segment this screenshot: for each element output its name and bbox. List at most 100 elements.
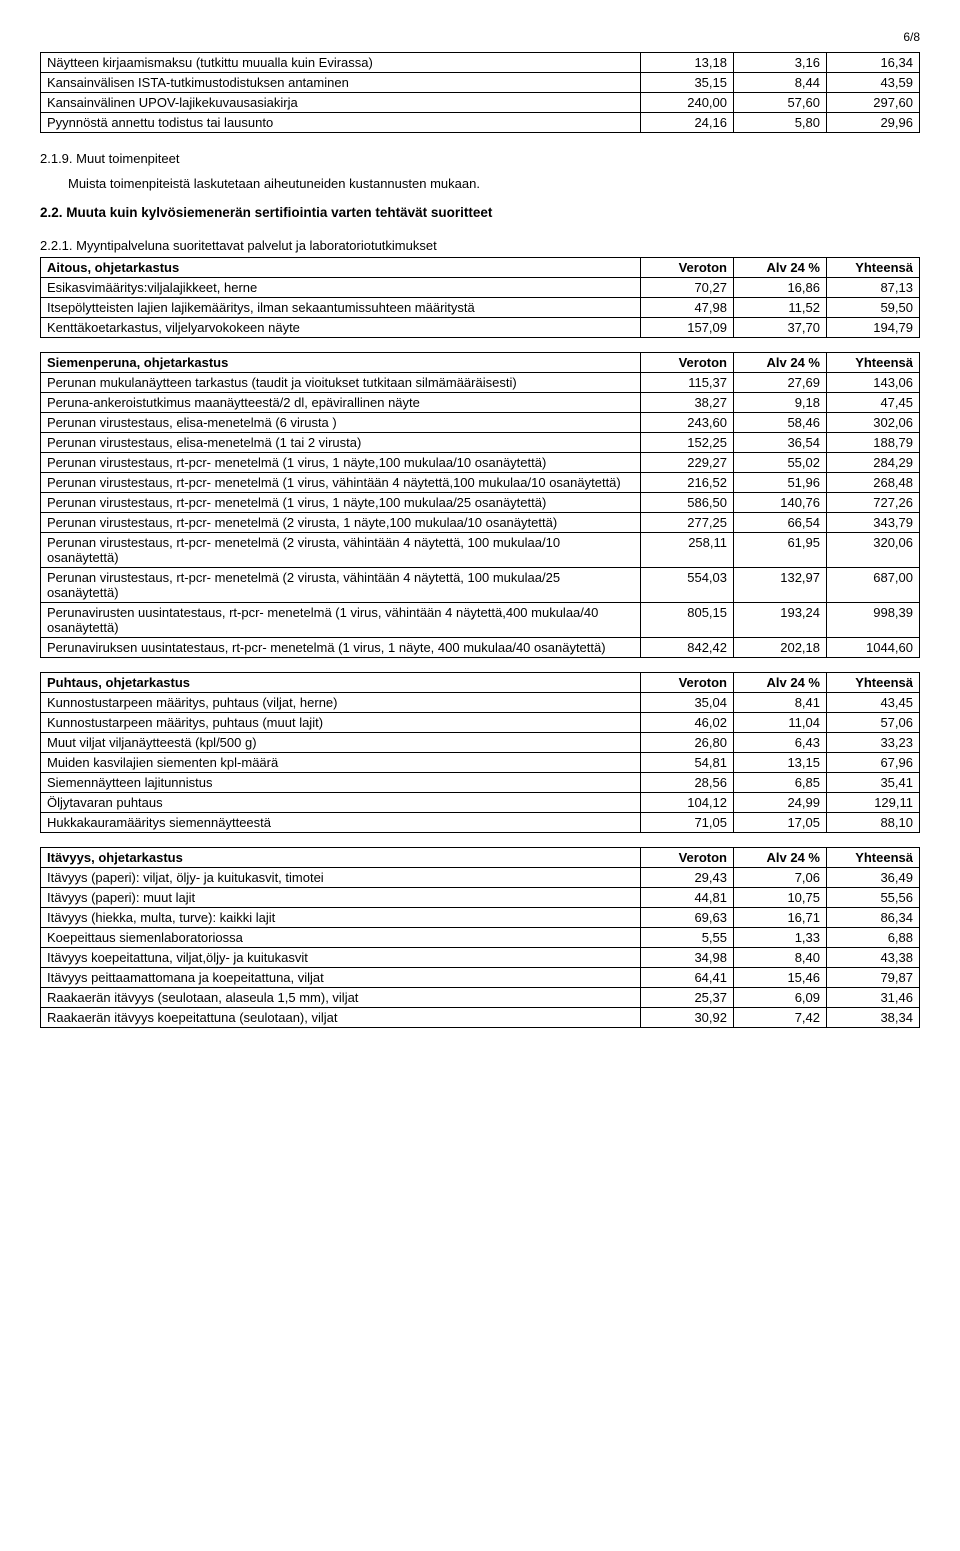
row-value: 30,92 [641, 1008, 734, 1028]
row-desc: Muut viljat viljanäytteestä (kpl/500 g) [41, 733, 641, 753]
row-value: 64,41 [641, 968, 734, 988]
row-value: 284,29 [827, 453, 920, 473]
row-value: 9,18 [734, 393, 827, 413]
row-value: 193,24 [734, 603, 827, 638]
table-row: Perunan virustestaus, rt-pcr- menetelmä … [41, 453, 920, 473]
table-row: Näytteen kirjaamismaksu (tutkittu muuall… [41, 53, 920, 73]
row-value: 58,46 [734, 413, 827, 433]
row-value: 36,49 [827, 868, 920, 888]
row-value: 277,25 [641, 513, 734, 533]
col-yht: Yhteensä [827, 353, 920, 373]
row-value: 70,27 [641, 278, 734, 298]
siemenperuna-title: Siemenperuna, ohjetarkastus [41, 353, 641, 373]
table-row: Perunan virustestaus, rt-pcr- menetelmä … [41, 473, 920, 493]
row-value: 38,34 [827, 1008, 920, 1028]
row-desc: Perunan virustestaus, elisa-menetelmä (6… [41, 413, 641, 433]
row-desc: Kunnostustarpeen määritys, puhtaus (muut… [41, 713, 641, 733]
row-value: 805,15 [641, 603, 734, 638]
col-alv: Alv 24 % [734, 673, 827, 693]
row-value: 37,70 [734, 318, 827, 338]
itavyys-title: Itävyys, ohjetarkastus [41, 848, 641, 868]
row-desc: Itävyys (paperi): viljat, öljy- ja kuitu… [41, 868, 641, 888]
row-value: 1044,60 [827, 638, 920, 658]
row-desc: Siemennäytteen lajitunnistus [41, 773, 641, 793]
row-value: 3,16 [734, 53, 827, 73]
row-desc: Kansainvälinen UPOV-lajikekuvausasiakirj… [41, 93, 641, 113]
intro-table: Näytteen kirjaamismaksu (tutkittu muuall… [40, 52, 920, 133]
row-desc: Kenttäkoetarkastus, viljelyarvokokeen nä… [41, 318, 641, 338]
table-row: Perunan virustestaus, rt-pcr- menetelmä … [41, 568, 920, 603]
row-value: 140,76 [734, 493, 827, 513]
table-row: Kansainvälisen ISTA-tutkimustodistuksen … [41, 73, 920, 93]
row-value: 240,00 [641, 93, 734, 113]
table-row: Peruna-ankeroistutkimus maanäytteestä/2 … [41, 393, 920, 413]
table-row: Siemennäytteen lajitunnistus28,566,8535,… [41, 773, 920, 793]
aitous-table: Aitous, ohjetarkastus Veroton Alv 24 % Y… [40, 257, 920, 338]
table-row: Perunan virustestaus, rt-pcr- menetelmä … [41, 513, 920, 533]
row-desc: Peruna-ankeroistutkimus maanäytteestä/2 … [41, 393, 641, 413]
row-value: 13,15 [734, 753, 827, 773]
table-row: Perunan mukulanäytteen tarkastus (taudit… [41, 373, 920, 393]
row-value: 8,40 [734, 948, 827, 968]
row-value: 88,10 [827, 813, 920, 833]
row-value: 43,38 [827, 948, 920, 968]
row-value: 6,88 [827, 928, 920, 948]
itavyys-table: Itävyys, ohjetarkastus Veroton Alv 24 % … [40, 847, 920, 1028]
table-row: Hukkakauramääritys siemennäytteestä71,05… [41, 813, 920, 833]
row-value: 29,43 [641, 868, 734, 888]
table-row: Itävyys (paperi): viljat, öljy- ja kuitu… [41, 868, 920, 888]
row-desc: Perunan virustestaus, rt-pcr- menetelmä … [41, 513, 641, 533]
col-alv: Alv 24 % [734, 353, 827, 373]
row-value: 57,06 [827, 713, 920, 733]
table-row: Muut viljat viljanäytteestä (kpl/500 g)2… [41, 733, 920, 753]
row-value: 31,46 [827, 988, 920, 1008]
row-value: 129,11 [827, 793, 920, 813]
table-row: Itävyys peittaamattomana ja koepeitattun… [41, 968, 920, 988]
row-value: 998,39 [827, 603, 920, 638]
row-desc: Koepeittaus siemenlaboratoriossa [41, 928, 641, 948]
row-value: 5,80 [734, 113, 827, 133]
row-desc: Perunaviruksen uusintatestaus, rt-pcr- m… [41, 638, 641, 658]
row-value: 7,06 [734, 868, 827, 888]
row-value: 47,45 [827, 393, 920, 413]
col-yht: Yhteensä [827, 673, 920, 693]
col-veroton: Veroton [641, 848, 734, 868]
row-value: 320,06 [827, 533, 920, 568]
table-row: Koepeittaus siemenlaboratoriossa5,551,33… [41, 928, 920, 948]
row-value: 11,04 [734, 713, 827, 733]
row-value: 229,27 [641, 453, 734, 473]
row-value: 115,37 [641, 373, 734, 393]
table-row: Itävyys (hiekka, multa, turve): kaikki l… [41, 908, 920, 928]
row-value: 202,18 [734, 638, 827, 658]
row-desc: Perunan virustestaus, rt-pcr- menetelmä … [41, 533, 641, 568]
row-value: 54,81 [641, 753, 734, 773]
table-row: Kunnostustarpeen määritys, puhtaus (vilj… [41, 693, 920, 713]
row-value: 8,41 [734, 693, 827, 713]
row-value: 47,98 [641, 298, 734, 318]
row-desc: Itsepölytteisten lajien lajikemääritys, … [41, 298, 641, 318]
row-desc: Öljytavaran puhtaus [41, 793, 641, 813]
row-value: 13,18 [641, 53, 734, 73]
table-row: Esikasvimääritys:viljalajikkeet, herne70… [41, 278, 920, 298]
sec-219-text: Muista toimenpiteistä laskutetaan aiheut… [68, 176, 920, 191]
table-row: Perunan virustestaus, rt-pcr- menetelmä … [41, 493, 920, 513]
row-desc: Hukkakauramääritys siemennäytteestä [41, 813, 641, 833]
row-value: 104,12 [641, 793, 734, 813]
siemenperuna-table: Siemenperuna, ohjetarkastus Veroton Alv … [40, 352, 920, 658]
col-veroton: Veroton [641, 353, 734, 373]
row-value: 216,52 [641, 473, 734, 493]
sec-221-heading: 2.2.1. Myyntipalveluna suoritettavat pal… [40, 238, 920, 253]
row-desc: Itävyys (paperi): muut lajit [41, 888, 641, 908]
table-row: Muiden kasvilajien siementen kpl-määrä54… [41, 753, 920, 773]
row-value: 79,87 [827, 968, 920, 988]
row-value: 55,56 [827, 888, 920, 908]
col-alv: Alv 24 % [734, 848, 827, 868]
row-desc: Perunavirusten uusintatestaus, rt-pcr- m… [41, 603, 641, 638]
row-value: 28,56 [641, 773, 734, 793]
row-value: 188,79 [827, 433, 920, 453]
row-value: 43,59 [827, 73, 920, 93]
col-veroton: Veroton [641, 258, 734, 278]
row-desc: Perunan virustestaus, rt-pcr- menetelmä … [41, 473, 641, 493]
table-row: Itävyys koepeitattuna, viljat,öljy- ja k… [41, 948, 920, 968]
table-row: Pyynnöstä annettu todistus tai lausunto2… [41, 113, 920, 133]
